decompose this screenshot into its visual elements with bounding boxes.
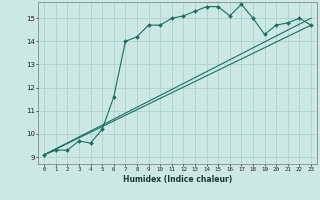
X-axis label: Humidex (Indice chaleur): Humidex (Indice chaleur) [123,175,232,184]
